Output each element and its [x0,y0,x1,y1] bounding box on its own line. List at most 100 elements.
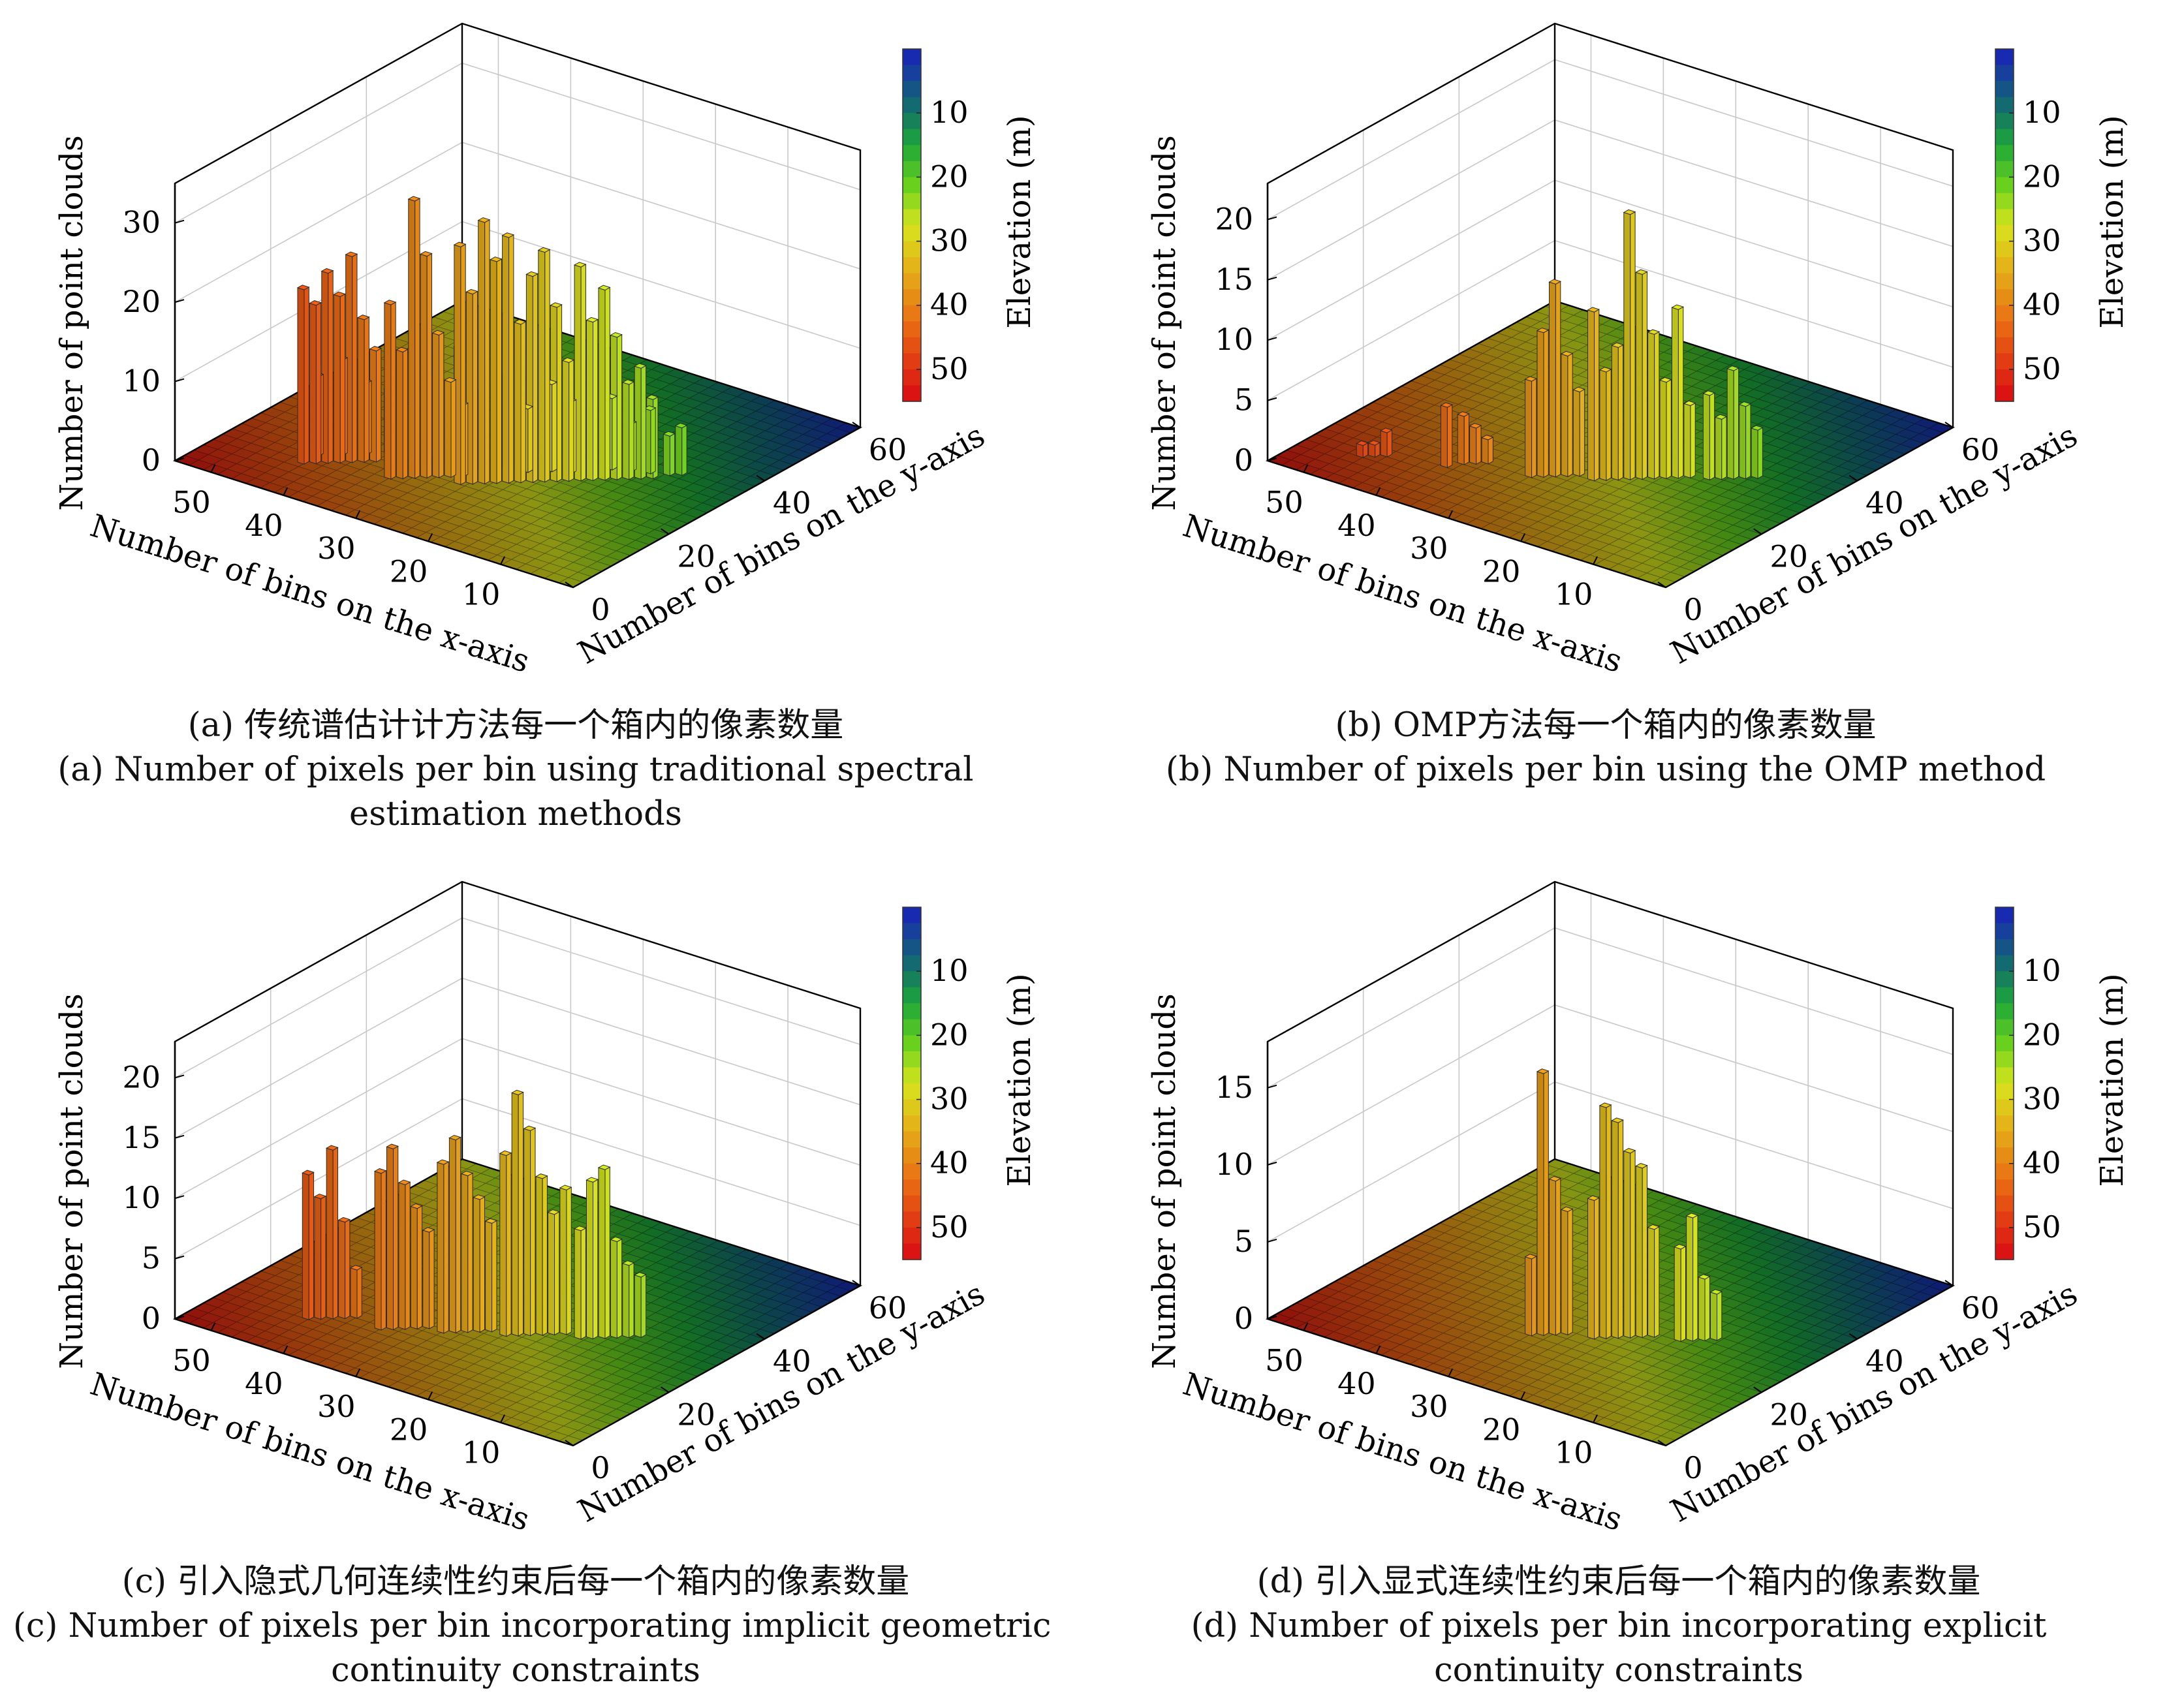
bar-a-17 [537,247,551,483]
bar-d-11 [1548,1175,1562,1336]
bar-d-2 [1685,1213,1699,1342]
bar-b-15 [1560,350,1574,478]
bar-d-7 [1611,1117,1624,1339]
bar-c-21 [373,1168,387,1331]
colorbar-tick-label: 40 [930,1145,969,1181]
y-tick-label: 20 [677,1397,715,1432]
colorbar-tick-label: 40 [2023,1145,2061,1181]
colorbar-label: Elevation (m) [2094,115,2130,328]
bar-c-9 [523,1125,537,1337]
x-tick-label: 50 [172,1343,211,1378]
bar-b-2 [1726,365,1739,480]
z-axis-label: Number of point clouds [54,993,90,1369]
caption-en-line: estimation methods [349,795,682,833]
bar-c-12 [484,1218,498,1333]
bar-d-13 [1524,1254,1538,1337]
y-tick-label: 40 [1865,1344,1904,1379]
y-tick-labels: 0 20 40 60 [591,432,907,627]
caption-cn: (c) 引入隐式几何连续性约束后每一个箱内的像素数量 [121,1562,910,1601]
bar-d-3 [1673,1244,1687,1342]
bar-c-2 [610,1236,623,1339]
colorbar-tick-label: 50 [2023,351,2061,386]
bar-c-18 [410,1203,423,1330]
back-wall [1555,23,1953,427]
colorbar-tick-label: 20 [2023,159,2061,194]
caption-en-line: (b) Number of pixels per bin using the O… [1165,751,2046,789]
caption-d: (d) 引入显式连续性约束后每一个箱内的像素数量 (d) Number of pi… [1116,1560,2121,1693]
x-tick-label: 20 [1482,553,1521,589]
bar-b-22 [1440,402,1454,469]
y-tick-labels: 0 20 40 60 [1683,1290,1999,1485]
bar-c-0 [633,1272,647,1339]
caption-en-line: (a) Number of pixels per bin using tradi… [57,751,974,789]
bar-c-13 [472,1194,486,1333]
colorbar-tick-label: 10 [2023,95,2061,130]
bar-a-23 [489,256,503,484]
colorbar-tick-label: 50 [930,351,969,386]
z-tick-label: 10 [122,364,161,399]
bars [1356,209,1764,482]
bar-b-11 [1611,342,1624,481]
left-wall [1268,23,1555,461]
bar-c-17 [422,1227,435,1329]
bar-d-12 [1536,1068,1550,1337]
caption-en-line: (c) Number of pixels per bin incorporati… [13,1607,1052,1645]
caption-c: (c) 引入隐式几何连续性约束后每一个箱内的像素数量 (c) Number of … [13,1560,1052,1693]
bar-b-4 [1702,390,1715,481]
z-tick-label: 5 [1234,382,1253,418]
bar-b-20 [1469,423,1482,465]
caption-a: (a) 传统谱估计计方法每一个箱内的像素数量 (a) Number of pixe… [26,704,1005,837]
bar-a-50 [296,285,310,465]
bar-b-9 [1634,269,1648,480]
bar-b-14 [1572,386,1585,477]
colorbar: 10 20 30 40 50 Elevation (m) [902,907,1038,1260]
bar-c-19 [398,1179,411,1330]
bar-b-0 [1750,425,1764,480]
x-tick-label: 40 [1337,1366,1376,1401]
z-tick-label: 10 [122,1180,161,1215]
bar-b-6 [1671,304,1685,479]
y-tick-label: 20 [677,538,715,574]
y-tick-label: 40 [1865,486,1904,521]
z-tick-label: 20 [122,284,161,319]
bar-a-46 [333,291,346,464]
x-tick-label: 10 [462,577,501,612]
x-tick-labels: 50 40 30 20 10 [172,485,500,612]
bar-a-20 [513,319,527,484]
bar-b-18 [1524,376,1538,478]
colorbar-tick-label: 20 [930,159,969,194]
bars [1524,1068,1723,1342]
bar-c-15 [448,1134,461,1334]
bar-a-4 [633,363,647,480]
bar-d-10 [1560,1206,1574,1336]
colorbar: 10 20 30 40 50 Elevation (m) [1995,907,2130,1260]
x-tick-label: 30 [1410,531,1448,566]
caption-en-line: (d) Number of pixels per bin incorporati… [1191,1607,2047,1645]
bar-a-37 [407,196,421,479]
z-tick-label: 0 [142,442,161,478]
bar-b-8 [1647,329,1661,480]
bar-a-26 [477,217,491,485]
colorbar-tick-label: 30 [930,223,969,258]
bar-c-14 [460,1170,474,1333]
bar-a-43 [356,315,370,463]
bars [296,196,688,486]
colorbar-tick-label: 20 [930,1017,969,1052]
z-tick-label: 15 [1215,1070,1253,1105]
bar-b-19 [1480,435,1494,465]
bar-b-17 [1536,327,1550,478]
caption-cn: (a) 传统谱估计计方法每一个箱内的像素数量 [187,706,844,745]
x-tick-label: 20 [390,553,428,589]
x-tick-label: 20 [390,1412,428,1447]
x-tick-label: 40 [245,508,283,543]
x-tick-label: 10 [462,1435,501,1470]
colorbar-label: Elevation (m) [1001,115,1038,328]
bar-a-14 [561,357,575,482]
colorbar-tick-label: 50 [930,1209,969,1245]
caption-cn: (b) OMP方法每一个箱内的像素数量 [1335,706,1877,745]
colorbar: 10 20 30 40 50 Elevation (m) [902,48,1038,402]
bar-b-12 [1599,367,1612,482]
colorbar: 10 20 30 40 50 Elevation (m) [1995,48,2130,402]
x-tick-label: 20 [1482,1412,1521,1447]
x-tick-label: 50 [1265,485,1303,520]
